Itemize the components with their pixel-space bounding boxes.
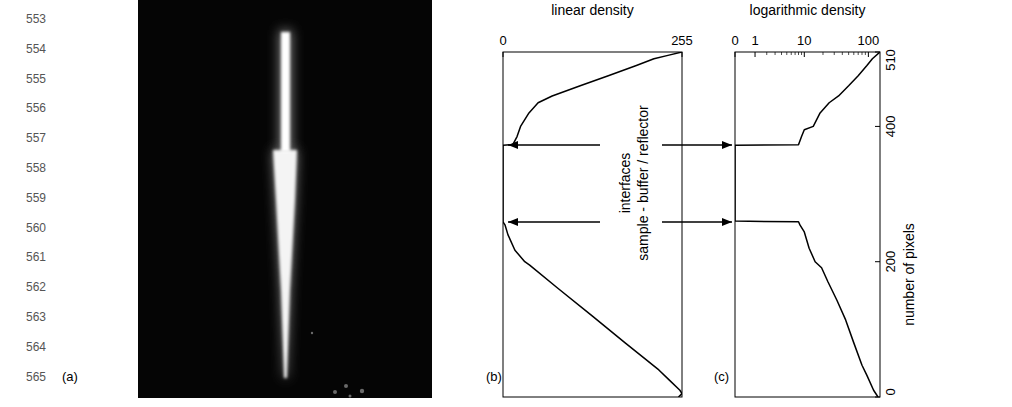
minor-tick — [853, 52, 854, 55]
data-group — [503, 52, 682, 397]
annotation-text: interfaces — [617, 153, 633, 214]
annotation: interfacessample - buffer / reflector — [508, 105, 732, 261]
tick — [804, 52, 805, 57]
arrow-head — [508, 141, 518, 149]
line-number: 554 — [26, 42, 46, 56]
speckle — [311, 332, 313, 334]
tick-label: 1 — [751, 33, 758, 48]
tick-label: 200 — [883, 251, 898, 273]
minor-tick — [786, 52, 787, 55]
panel-label: (c) — [714, 369, 729, 384]
minor-tick — [781, 52, 782, 55]
axis-title: linear density — [551, 2, 634, 18]
tick-label: 100 — [858, 33, 880, 48]
axis-title: logarithmic density — [750, 2, 866, 18]
line-number: 555 — [26, 72, 46, 86]
tick-label: 510 — [883, 49, 898, 71]
density-profile — [735, 52, 880, 397]
line-number: 561 — [26, 250, 46, 264]
line-number: 553 — [26, 12, 46, 26]
beam-glow — [279, 30, 292, 152]
tick — [735, 52, 736, 57]
panel-label: (b) — [486, 369, 502, 384]
line-number: 560 — [26, 221, 46, 235]
plot-frame — [735, 52, 880, 397]
minor-tick — [798, 52, 799, 55]
arrow-head — [508, 218, 518, 226]
speckle — [349, 395, 352, 398]
density-profile — [503, 52, 682, 397]
minor-tick — [865, 52, 866, 55]
tick-label: 0 — [731, 33, 738, 48]
line-number: 559 — [26, 191, 46, 205]
axis-title: number of pixels — [901, 223, 917, 326]
tick-label: 0 — [883, 388, 898, 395]
tick — [875, 261, 880, 262]
annotation-text: sample - buffer / reflector — [635, 105, 651, 261]
minor-tick — [775, 52, 776, 55]
minor-tick — [834, 52, 835, 55]
speckle — [360, 389, 364, 393]
minor-tick — [766, 52, 767, 55]
line-number: 565 — [26, 370, 46, 384]
tick-label: 10 — [797, 33, 811, 48]
photo-background — [138, 0, 432, 398]
photo — [138, 0, 432, 398]
tick — [868, 52, 869, 57]
panel-label: (a) — [62, 369, 78, 384]
plot: logarithmic density01101000200400510numb… — [731, 2, 917, 397]
arrow-head — [722, 141, 732, 149]
data-group — [735, 52, 880, 397]
plot-frame — [503, 52, 682, 397]
figure: 553 554 555 556 557 558 559 560 561 562 563 564 565 (… — [0, 0, 1012, 407]
arrow — [508, 221, 600, 222]
beam — [273, 150, 297, 378]
arrow-head — [722, 218, 732, 226]
arrow — [508, 144, 600, 145]
minor-tick — [862, 52, 863, 55]
line-number: 558 — [26, 161, 46, 175]
beam — [281, 32, 290, 152]
minor-tick — [795, 52, 796, 55]
arrow — [662, 144, 732, 145]
line-number: 564 — [26, 340, 46, 354]
plot: linear density 0 255 — [499, 2, 692, 397]
line-number: 557 — [26, 131, 46, 145]
arrow — [662, 221, 732, 222]
tick — [503, 52, 504, 57]
minor-tick — [822, 52, 823, 55]
minor-tick — [848, 52, 849, 55]
minor-tick — [858, 52, 859, 55]
minor-tick — [842, 52, 843, 55]
line-number: 563 — [26, 310, 46, 324]
speckle — [333, 390, 337, 394]
minor-tick — [801, 52, 802, 55]
tick — [875, 126, 880, 127]
tick-label: 400 — [883, 116, 898, 138]
line-number: 556 — [26, 101, 46, 115]
line-number: 562 — [26, 280, 46, 294]
tick-label: 0 — [499, 33, 506, 48]
beam-glow — [273, 150, 297, 378]
tick-label: 255 — [671, 33, 693, 48]
speckle — [344, 384, 348, 388]
minor-tick — [791, 52, 792, 55]
tick — [755, 52, 756, 57]
